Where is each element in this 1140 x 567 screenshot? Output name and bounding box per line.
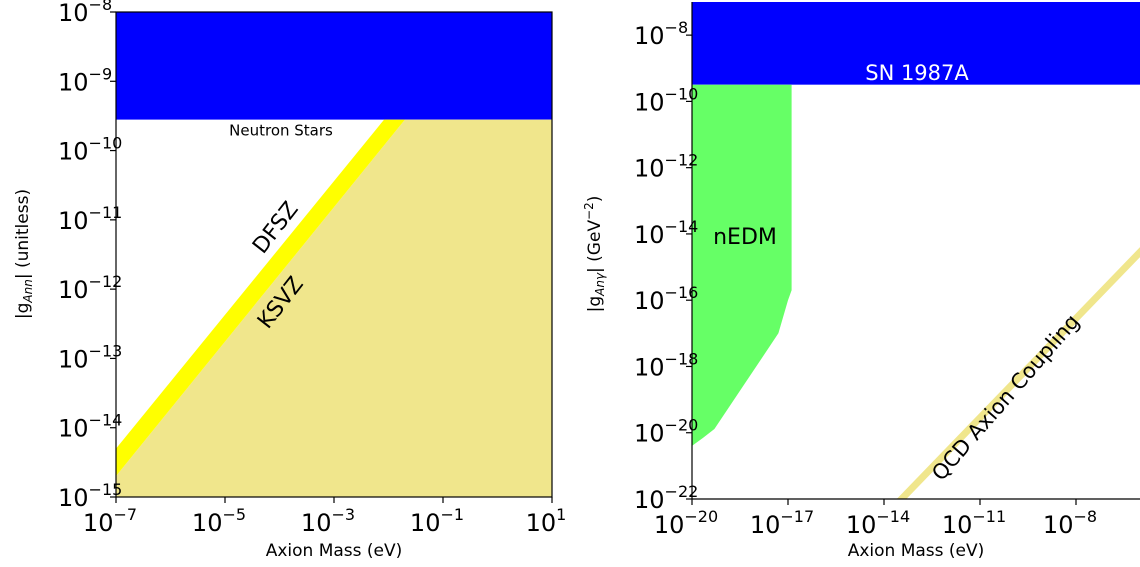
ksvz-region — [116, 119, 552, 497]
right-x-axis-label: Axion Mass (eV) — [848, 541, 985, 561]
left-y-tick-label: 10−15 — [58, 480, 122, 512]
left-y-tick-label: 10−11 — [58, 203, 122, 235]
left-y-tick-label: 10−12 — [58, 272, 122, 304]
right-x-tick-label: 10−11 — [942, 507, 1006, 539]
left-x-axis-label: Axion Mass (eV) — [266, 541, 403, 561]
nedm-region — [692, 84, 792, 446]
left-y-tick-label: 10−13 — [58, 341, 122, 373]
sn1987a-label: SN 1987A — [865, 61, 969, 85]
left-x-tick-label: 10−3 — [301, 505, 355, 537]
left-x-tick-label: 10−5 — [192, 505, 246, 537]
right-y-tick-label: 10−12 — [634, 151, 698, 183]
right-y-tick-label: 10−22 — [634, 482, 698, 514]
right-y-axis-label: |gAnγ| (GeV−2) — [582, 196, 607, 313]
right-x-tick-label: 10−20 — [654, 507, 718, 539]
neutron-stars-region — [116, 12, 552, 120]
neutron-stars-label: Neutron Stars — [229, 122, 333, 140]
right-x-ticks: 10−20 10−17 10−14 10−11 10−8 — [654, 499, 1097, 539]
qcd-axion-band — [896, 247, 1140, 499]
right-y-ticks: 10−22 10−20 10−18 10−16 10−14 10−12 10−10 10−8 — [634, 18, 698, 514]
left-y-axis-label: |gAnn| (unitless) — [13, 189, 35, 319]
right-y-tick-label: 10−20 — [634, 416, 698, 448]
left-x-tick-label: 10−7 — [83, 505, 137, 537]
left-y-ticks: 10−15 10−14 10−13 10−12 10−11 10−10 10−9 10−8 — [58, 0, 122, 512]
right-y-tick-label: 10−14 — [634, 217, 698, 249]
right-x-tick-label: 10−14 — [846, 507, 910, 539]
nedm-label: nEDM — [713, 225, 777, 250]
left-y-tick-label: 10−8 — [58, 0, 112, 27]
left-y-tick-label: 10−9 — [58, 64, 112, 96]
right-y-tick-label: 10−10 — [634, 84, 698, 116]
dfsz-band — [116, 119, 405, 477]
right-x-tick-label: 10−8 — [1043, 507, 1097, 539]
right-x-tick-label: 10−17 — [750, 507, 814, 539]
right-chart: SN 1987A nEDM QCD Axion Coupling 10−20 10… — [582, 2, 1140, 561]
right-y-tick-label: 10−8 — [634, 18, 688, 50]
right-y-tick-label: 10−16 — [634, 283, 698, 315]
left-y-tick-label: 10−10 — [58, 134, 122, 166]
sn1987a-region — [692, 2, 1140, 85]
left-x-tick-label: 101 — [526, 505, 567, 537]
left-x-tick-label: 10−1 — [410, 505, 464, 537]
left-x-ticks: 10−7 10−5 10−3 10−1 101 — [83, 497, 566, 537]
left-chart: Neutron Stars DFSZ KSVZ 10−7 10−5 10−3 10−1… — [13, 0, 566, 561]
left-y-tick-label: 10−14 — [58, 411, 122, 443]
right-y-tick-label: 10−18 — [634, 349, 698, 381]
